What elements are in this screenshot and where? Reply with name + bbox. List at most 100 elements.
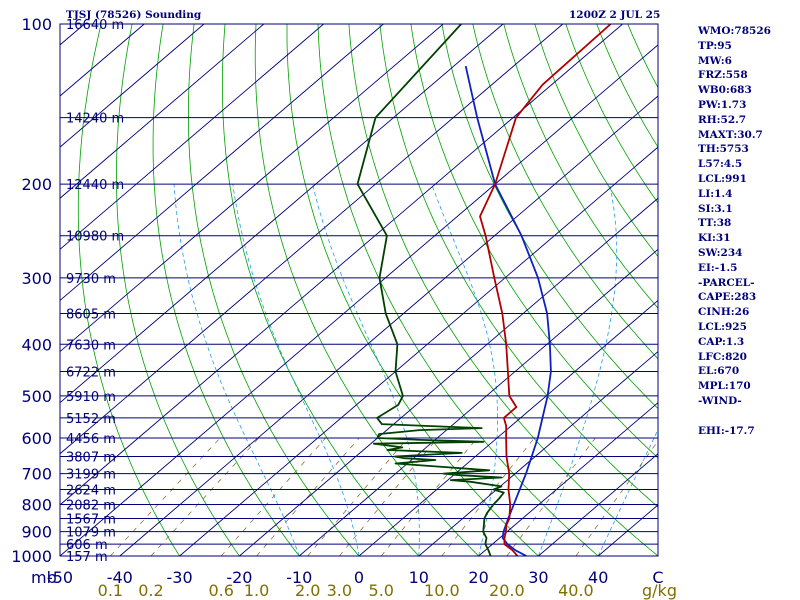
station-title: TJSJ (78526) Sounding	[66, 9, 202, 21]
isotherm	[358, 299, 658, 556]
pressure-axis-label: mb	[31, 568, 57, 587]
height-label: 7630 m	[66, 338, 116, 353]
temperature-tick-label: -50	[47, 568, 73, 587]
index-line: RH:52.7	[698, 113, 747, 126]
mixing-ratio-line	[506, 437, 596, 556]
height-label: 1079 m	[66, 526, 116, 541]
mixing-ratio-label: 0.1	[98, 581, 123, 600]
height-label: 3199 m	[66, 468, 116, 483]
isotherm	[239, 197, 658, 556]
index-line: PW:1.73	[698, 98, 747, 111]
sounding-indices-panel: WMO:78526 TP:95 MW:6 FRZ:558 WB0:683 PW:1.73 R…	[698, 24, 798, 438]
mixing-ratio-label: 2.0	[295, 581, 320, 600]
height-label: 5152 m	[66, 412, 116, 427]
isotherm	[60, 24, 384, 302]
height-label: 14240 m	[66, 112, 124, 127]
dry-adiabat	[348, 24, 658, 556]
isotherm	[60, 44, 658, 556]
index-line: EHI:-17.7	[698, 424, 755, 437]
pressure-tick-label: 800	[21, 495, 52, 514]
height-label: 1567 m	[66, 512, 116, 527]
index-line: LI:1.4	[698, 187, 733, 200]
moist-adiabat	[312, 184, 420, 556]
index-line: LFC:820	[698, 350, 747, 363]
temperature-tick-label: 30	[528, 568, 548, 587]
mixing-ratio-line	[110, 437, 221, 556]
pressure-tick-label: 900	[21, 523, 52, 542]
temperature-tick-label: C	[652, 568, 663, 587]
index-line: LCL:991	[698, 172, 747, 185]
isotherm	[478, 402, 658, 556]
isotherm	[60, 24, 205, 148]
moist-adiabat	[232, 184, 360, 556]
dry-adiabat	[116, 24, 240, 556]
dry-adiabat	[152, 24, 300, 556]
index-line: -PARCEL-	[698, 276, 755, 289]
dewpoint-trace	[356, 24, 505, 556]
parcel-trace	[464, 65, 552, 556]
moist-adiabat	[173, 184, 300, 556]
index-line: CINH:26	[698, 306, 750, 319]
mixing-ratio-label: 1.0	[244, 581, 269, 600]
temperature-tick-label: -20	[226, 568, 252, 587]
mixing-ratio-label: 0.2	[138, 581, 163, 600]
index-line: SI:3.1	[698, 202, 733, 215]
height-label: 16640 m	[66, 18, 124, 33]
index-line: CAPE:283	[698, 291, 757, 304]
index-line	[698, 409, 798, 424]
mixing-ratio-line	[150, 437, 260, 556]
index-line: SW:234	[698, 246, 743, 259]
pressure-tick-label: 200	[21, 175, 52, 194]
height-label: 10980 m	[66, 230, 124, 245]
index-line: TH:5753	[698, 143, 749, 156]
height-label: 606 m	[66, 538, 108, 553]
height-label: 12440 m	[66, 178, 124, 193]
index-line: MPL:170	[698, 380, 751, 393]
mixing-ratio-label: 20.0	[489, 581, 525, 600]
index-line: MW:6	[698, 54, 732, 67]
mixing-ratio-label: 3.0	[327, 581, 352, 600]
moist-adiabat	[538, 184, 618, 556]
isotherm	[418, 350, 658, 556]
mixing-ratio-unit: g/kg	[642, 581, 677, 600]
mixing-ratio-label: 0.6	[208, 581, 233, 600]
dry-adiabat	[286, 24, 539, 556]
mixing-ratio-label: 5.0	[369, 581, 394, 600]
sounding-traces	[356, 24, 612, 556]
pressure-tick-label: 500	[21, 387, 52, 406]
height-label: 9730 m	[66, 272, 116, 287]
index-line: MAXT:30.7	[698, 128, 763, 141]
index-line: -WIND-	[698, 394, 742, 407]
mixing-ratio-line	[575, 440, 658, 556]
index-line: KI:31	[698, 232, 731, 245]
index-line: CAP:1.3	[698, 335, 745, 348]
height-label: 2082 m	[66, 498, 116, 513]
pressure-tick-label: 600	[21, 429, 52, 448]
isotherm	[60, 24, 265, 199]
temperature-trace	[479, 24, 612, 556]
index-line: FRZ:558	[698, 69, 748, 82]
height-label: 2624 m	[66, 484, 116, 499]
pressure-tick-label: 400	[21, 335, 52, 354]
height-label: 4456 m	[66, 432, 116, 447]
temperature-tick-label: 10	[409, 568, 429, 587]
pressure-tick-label: 700	[21, 465, 52, 484]
pressure-tick-label: 100	[21, 15, 52, 34]
temperature-tick-label: 0	[354, 568, 364, 587]
index-line: LCL:925	[698, 320, 747, 333]
isotherm	[60, 24, 564, 455]
isotherm	[60, 24, 504, 404]
isotherm	[538, 453, 658, 556]
temperature-tick-label: 20	[468, 568, 488, 587]
mixing-ratio-label: 10.0	[424, 581, 460, 600]
pressure-tick-label: 1000	[11, 547, 52, 566]
height-label: 6722 m	[66, 366, 116, 381]
mixing-ratio-label: 40.0	[558, 581, 594, 600]
index-line: EI:-1.5	[698, 261, 738, 274]
index-line: L57:4.5	[698, 158, 743, 171]
isotherm	[179, 146, 658, 556]
isotherm	[60, 24, 444, 353]
temperature-tick-label: -40	[107, 568, 133, 587]
